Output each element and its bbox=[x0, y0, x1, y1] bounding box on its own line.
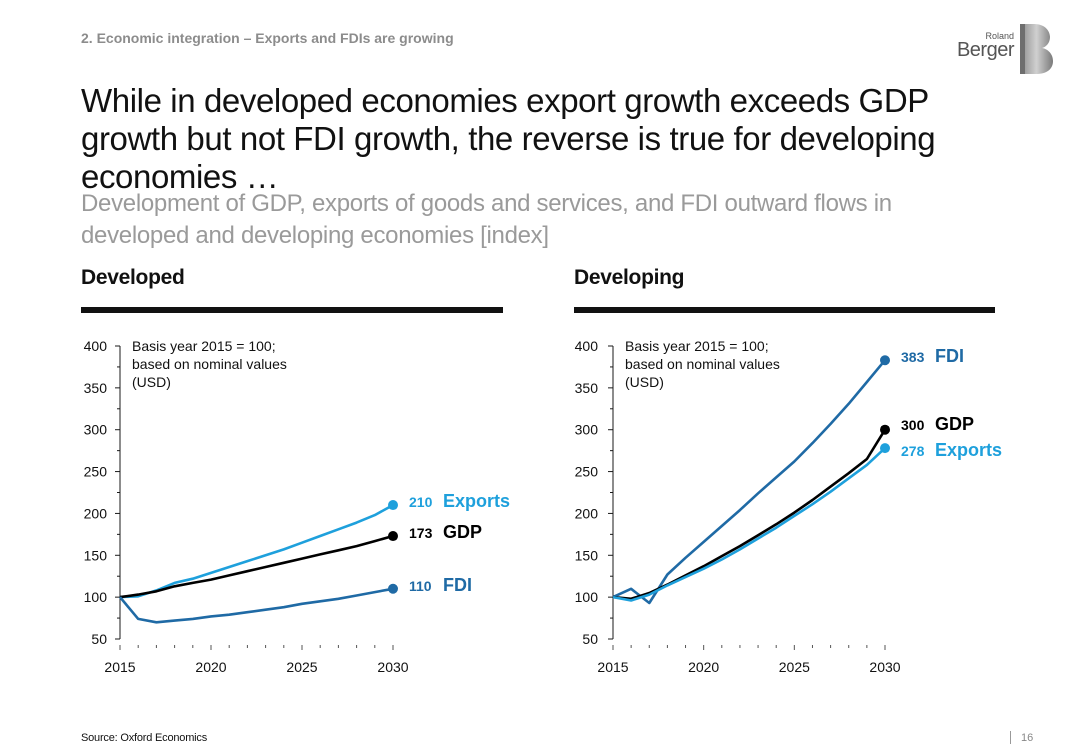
series-end-value-fdi: 383 bbox=[901, 349, 925, 365]
series-end-marker-gdp bbox=[880, 424, 890, 435]
x-tick-label: 2025 bbox=[286, 659, 317, 675]
y-tick-label: 200 bbox=[84, 505, 108, 521]
x-tick-label: 2015 bbox=[104, 659, 135, 675]
y-tick-label: 350 bbox=[84, 380, 108, 396]
series-line-exports bbox=[612, 447, 886, 602]
y-tick-label: 300 bbox=[84, 422, 108, 438]
chart-note-line: (USD) bbox=[625, 374, 664, 390]
series-name-exports: Exports bbox=[935, 440, 1002, 460]
series-end-marker-fdi bbox=[388, 583, 398, 594]
series-end-marker-exports bbox=[388, 500, 398, 511]
series-end-marker-gdp bbox=[388, 531, 398, 542]
series-end-value-gdp: 300 bbox=[901, 417, 925, 433]
series-name-fdi: FDI bbox=[935, 346, 964, 366]
y-tick-label: 400 bbox=[84, 338, 108, 354]
y-tick-label: 350 bbox=[575, 380, 599, 396]
series-line-fdi bbox=[119, 587, 394, 624]
panel-title-developing: Developing bbox=[574, 266, 685, 289]
logo-b-mark-icon bbox=[1020, 24, 1053, 74]
chart-note-line: based on nominal values bbox=[132, 356, 287, 372]
x-tick-label: 2030 bbox=[869, 659, 900, 675]
y-tick-label: 150 bbox=[84, 547, 108, 563]
y-tick-label: 50 bbox=[91, 631, 107, 647]
x-tick-label: 2025 bbox=[779, 659, 810, 675]
chart-note-line: Basis year 2015 = 100; bbox=[132, 338, 276, 354]
y-tick-label: 100 bbox=[575, 589, 599, 605]
section-kicker: 2. Economic integration – Exports and FD… bbox=[81, 30, 454, 46]
x-tick-label: 2030 bbox=[377, 659, 408, 675]
series-end-value-gdp: 173 bbox=[409, 525, 433, 541]
page-number: 16 bbox=[1021, 732, 1034, 744]
y-tick-label: 150 bbox=[575, 547, 599, 563]
panel-title-developed: Developed bbox=[81, 266, 185, 289]
series-name-gdp: GDP bbox=[443, 522, 482, 542]
roland-berger-logo: Roland Berger bbox=[948, 22, 1058, 76]
series-line-exports bbox=[119, 503, 394, 599]
y-tick-label: 250 bbox=[84, 464, 108, 480]
series-name-gdp: GDP bbox=[935, 414, 974, 434]
source-note: Source: Oxford Economics bbox=[81, 732, 208, 744]
y-tick-label: 50 bbox=[582, 631, 598, 647]
y-tick-label: 400 bbox=[575, 338, 599, 354]
y-tick-label: 250 bbox=[575, 464, 599, 480]
x-tick-label: 2020 bbox=[195, 659, 226, 675]
page-separator bbox=[1010, 731, 1011, 744]
x-tick-label: 2015 bbox=[597, 659, 628, 675]
series-end-value-fdi: 110 bbox=[409, 578, 432, 594]
logo-text-roland: Roland bbox=[985, 31, 1014, 41]
panel-rule-developed bbox=[81, 307, 503, 313]
y-tick-label: 200 bbox=[575, 505, 599, 521]
series-line-gdp bbox=[119, 534, 394, 599]
slide-title: While in developed economies export grow… bbox=[81, 82, 936, 195]
logo-text-berger: Berger bbox=[956, 39, 1015, 61]
series-name-fdi: FDI bbox=[443, 575, 472, 595]
series-end-marker-exports bbox=[880, 443, 890, 454]
chart-note-line: based on nominal values bbox=[625, 356, 780, 372]
y-tick-label: 100 bbox=[84, 589, 108, 605]
chart-note-line: Basis year 2015 = 100; bbox=[625, 338, 769, 354]
series-name-exports: Exports bbox=[443, 491, 510, 511]
panel-rule-developing bbox=[574, 307, 995, 313]
series-end-value-exports: 278 bbox=[901, 443, 925, 459]
slide-subtitle: Development of GDP, exports of goods and… bbox=[81, 190, 892, 249]
y-tick-label: 300 bbox=[575, 422, 599, 438]
x-tick-label: 2020 bbox=[688, 659, 719, 675]
chart-note-line: (USD) bbox=[132, 374, 171, 390]
series-line-gdp bbox=[612, 429, 887, 601]
series-end-value-exports: 210 bbox=[409, 494, 433, 510]
series-end-marker-fdi bbox=[880, 355, 890, 366]
